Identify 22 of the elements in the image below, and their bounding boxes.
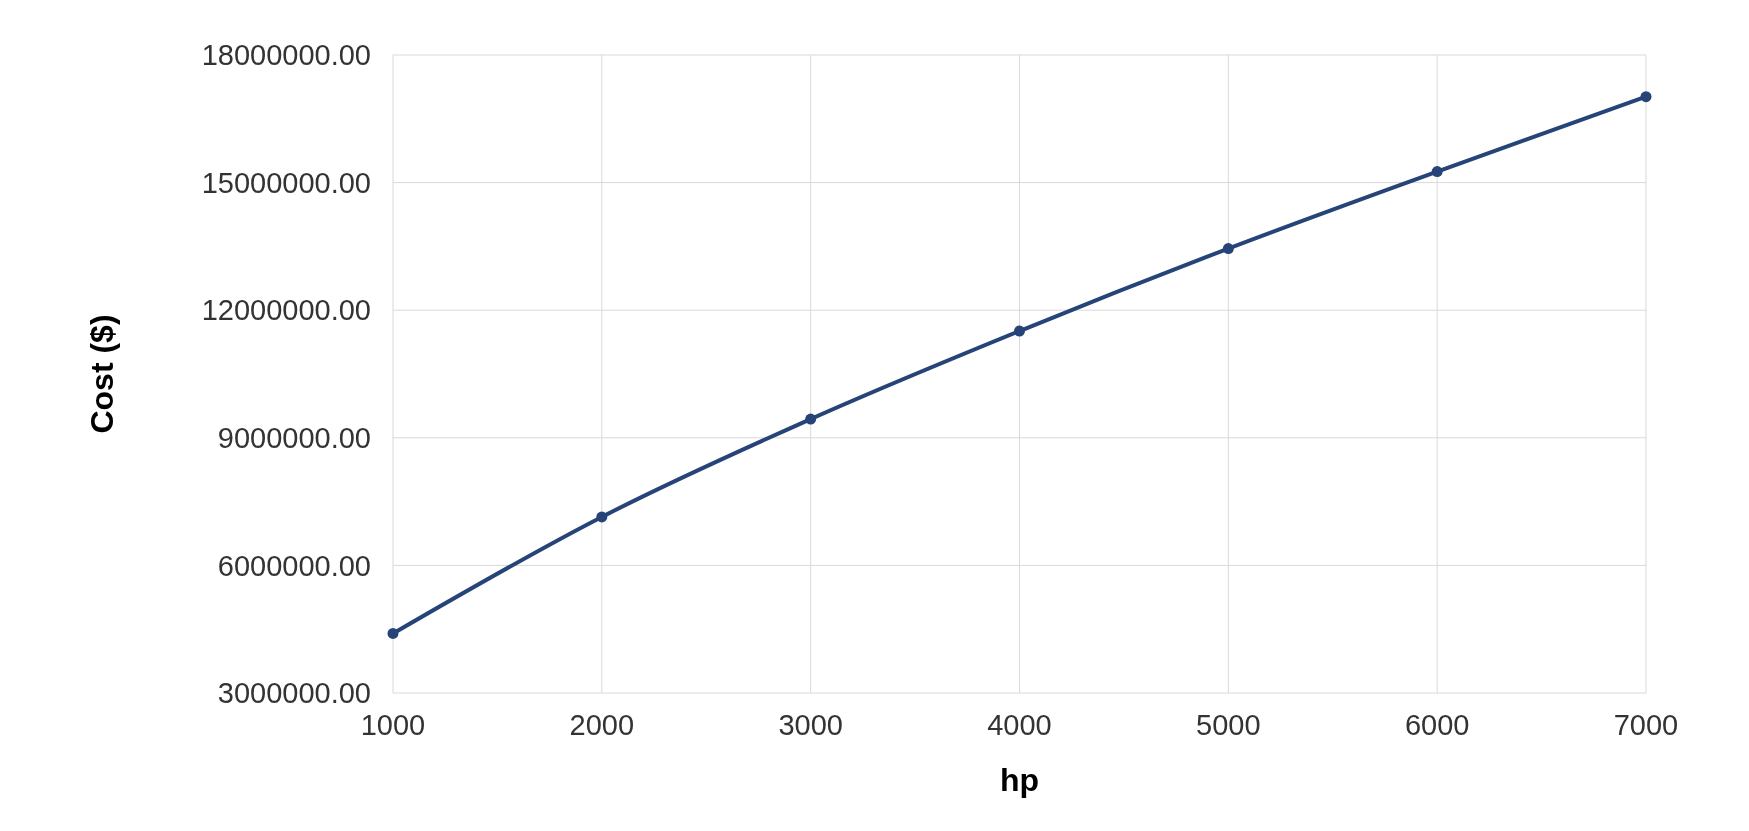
y-axis-title: Cost ($) bbox=[84, 314, 120, 434]
y-tick-label: 12000000.00 bbox=[201, 294, 371, 327]
y-tick-label: 15000000.00 bbox=[201, 166, 371, 199]
x-tick-label: 4000 bbox=[987, 709, 1052, 741]
x-tick-label: 7000 bbox=[1613, 709, 1679, 741]
x-axis-title: hp bbox=[999, 762, 1040, 798]
point bbox=[1431, 166, 1443, 178]
x-tick-label: 1000 bbox=[360, 709, 426, 741]
y-tick-label: 18000000.00 bbox=[201, 39, 371, 72]
point bbox=[387, 627, 399, 639]
point bbox=[805, 413, 817, 425]
point bbox=[1640, 91, 1652, 103]
y-tick-label: 6000000.00 bbox=[217, 549, 371, 582]
x-tick-label: 5000 bbox=[1196, 709, 1261, 741]
x-tick-label: 3000 bbox=[778, 709, 843, 741]
x-tick-label: 2000 bbox=[569, 709, 635, 741]
x-tick-label: 6000 bbox=[1404, 709, 1470, 741]
y-tick-label: 9000000.00 bbox=[217, 421, 371, 454]
point bbox=[1014, 325, 1025, 337]
point bbox=[596, 511, 608, 523]
point bbox=[1222, 243, 1234, 255]
y-tick-label: 3000000.00 bbox=[217, 677, 371, 710]
